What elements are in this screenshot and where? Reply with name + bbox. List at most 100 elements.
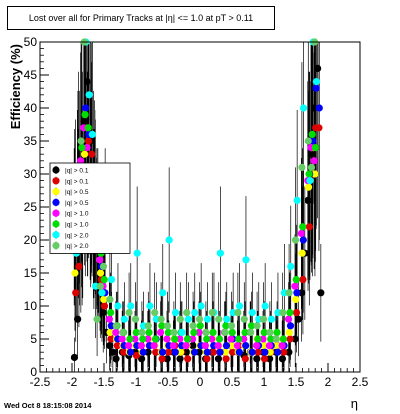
data-point — [254, 348, 262, 356]
data-point — [299, 236, 307, 244]
data-point — [291, 282, 299, 290]
data-point — [274, 348, 282, 356]
data-point — [279, 309, 287, 317]
data-point — [315, 104, 323, 112]
data-point — [259, 315, 268, 323]
data-point — [138, 328, 146, 336]
data-point — [280, 348, 288, 356]
data-point — [272, 342, 281, 350]
data-point — [145, 328, 153, 336]
data-point — [227, 322, 236, 330]
y-tick-label: 5 — [30, 332, 37, 346]
data-point — [208, 335, 216, 343]
data-point — [112, 328, 120, 336]
data-point — [298, 163, 306, 171]
data-point — [305, 170, 313, 178]
chart-title-box: Lost over all for Primary Tracks at |η| … — [7, 6, 275, 30]
data-point — [112, 355, 120, 363]
data-point — [71, 269, 79, 277]
data-point — [228, 328, 236, 336]
data-point — [107, 309, 115, 317]
timestamp: Wed Oct 8 18:15:08 2014 — [4, 401, 92, 410]
data-point — [216, 348, 224, 356]
data-point — [221, 348, 229, 356]
data-point — [306, 177, 314, 185]
data-point — [254, 335, 262, 343]
data-point — [304, 137, 312, 145]
data-point — [126, 348, 135, 356]
data-point — [214, 342, 222, 350]
x-tick-label: -2 — [67, 375, 78, 389]
data-point — [253, 355, 261, 363]
data-point — [266, 348, 274, 356]
data-point — [312, 84, 320, 92]
chart-title: Lost over all for Primary Tracks at |η| … — [28, 13, 254, 23]
data-point — [74, 315, 82, 323]
data-point — [208, 309, 216, 317]
x-tick-label: 2 — [325, 375, 332, 389]
data-point — [107, 335, 115, 343]
data-point — [214, 355, 223, 363]
data-point — [260, 328, 268, 336]
data-point — [272, 335, 280, 343]
data-point — [195, 328, 203, 336]
data-point — [169, 342, 177, 350]
data-point — [190, 348, 199, 356]
data-point — [312, 78, 320, 86]
x-tick-label: -0.5 — [158, 375, 179, 389]
data-point — [70, 353, 79, 362]
legend-label: |q| > 0.1 — [65, 178, 89, 185]
data-point — [184, 355, 192, 363]
data-point — [305, 223, 313, 231]
data-point — [278, 342, 286, 350]
data-point — [292, 309, 301, 317]
data-point — [297, 229, 305, 237]
data-point — [287, 262, 295, 270]
data-point — [266, 355, 274, 363]
data-point — [304, 183, 313, 191]
data-point — [286, 309, 294, 317]
data-point — [137, 342, 145, 350]
legend-marker — [52, 177, 60, 185]
legend-marker — [52, 188, 60, 196]
data-point — [176, 348, 185, 356]
data-point — [310, 157, 318, 165]
data-point — [131, 315, 140, 323]
data-point — [209, 328, 217, 336]
data-point — [159, 289, 167, 297]
data-point — [127, 302, 135, 310]
data-point — [221, 328, 229, 336]
data-point — [171, 309, 180, 317]
data-point — [131, 335, 139, 343]
legend-marker — [52, 220, 60, 228]
data-point — [88, 130, 96, 138]
y-tick-label: 35 — [24, 134, 38, 148]
x-tick-label: -2.5 — [30, 375, 51, 389]
data-point — [266, 328, 274, 336]
legend-label: |q| > 0.5 — [65, 189, 89, 196]
data-point — [99, 309, 107, 317]
data-point — [196, 322, 204, 330]
data-point — [240, 315, 248, 323]
legend-marker — [52, 166, 60, 174]
data-point — [171, 348, 179, 356]
legend-marker — [52, 209, 60, 217]
data-point — [85, 91, 93, 99]
data-point — [279, 335, 288, 343]
legend-label: |q| > 0.1 — [65, 168, 89, 175]
data-point — [163, 322, 172, 330]
data-point — [158, 348, 167, 356]
data-point — [120, 348, 128, 356]
legend-label: |q| > 0.5 — [65, 200, 89, 207]
data-point — [82, 104, 90, 112]
data-point — [216, 249, 224, 257]
data-point — [158, 355, 166, 363]
legend-label: |q| > 1.0 — [65, 222, 89, 229]
data-point — [273, 328, 281, 336]
data-point — [215, 315, 223, 323]
data-point — [299, 104, 308, 112]
data-point — [299, 276, 307, 284]
data-point — [106, 328, 114, 336]
data-point — [176, 355, 184, 363]
